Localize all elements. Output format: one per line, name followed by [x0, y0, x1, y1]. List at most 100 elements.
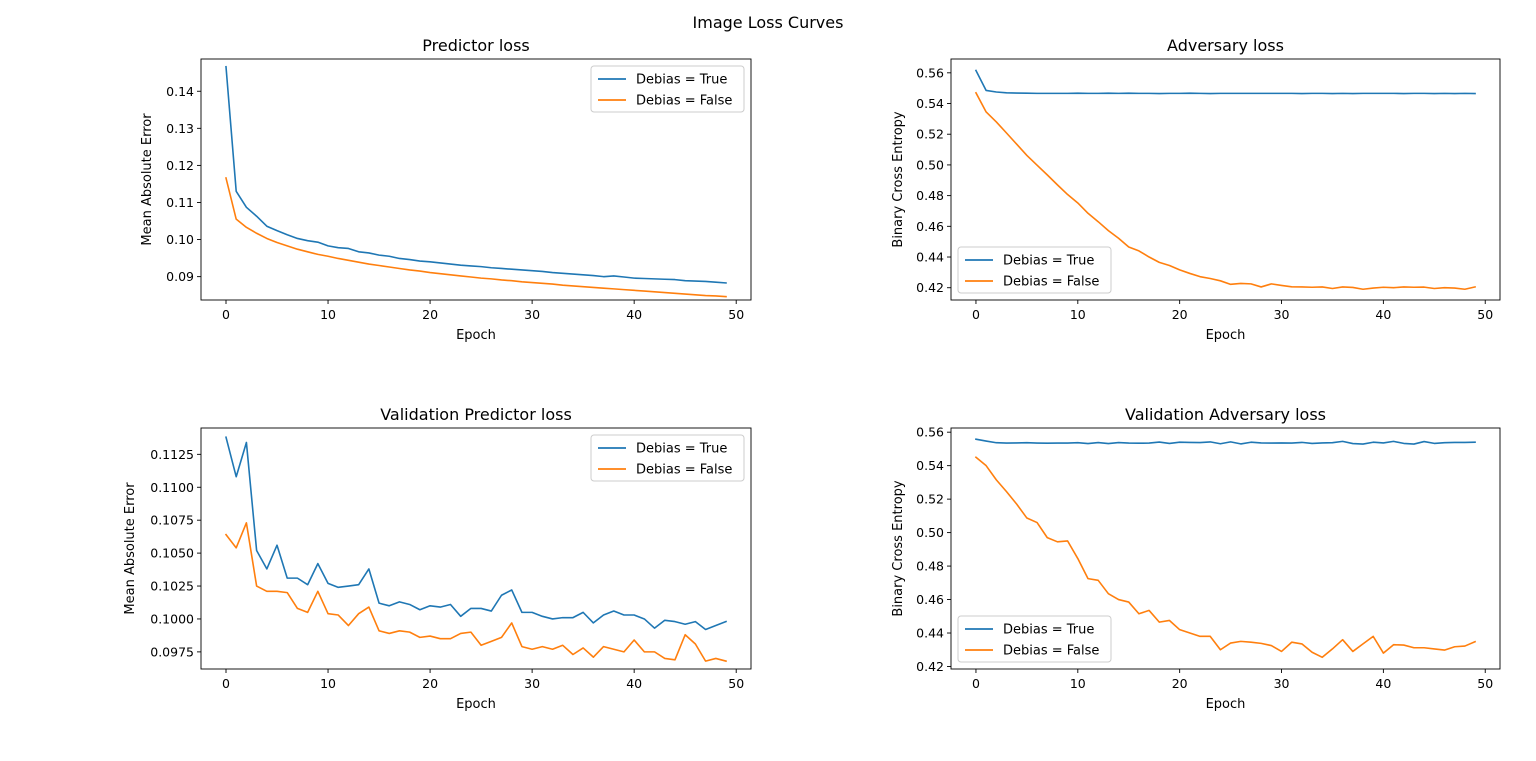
series-lines	[224, 436, 728, 663]
x-tick-label: 40	[626, 307, 642, 322]
y-tick-label: 0.1000	[150, 611, 194, 626]
axes-frame	[200, 427, 752, 670]
x-tick-label: 0	[972, 676, 980, 691]
y-tick-label: 0.56	[916, 65, 944, 80]
x-tick-label: 40	[1375, 676, 1391, 691]
x-tick-label: 30	[1274, 307, 1290, 322]
x-tick-label: 20	[1172, 307, 1188, 322]
legend-label: Debias = False	[1003, 644, 1099, 659]
subplot-title: Validation Adversary loss	[1125, 405, 1326, 424]
x-axis-title: Epoch	[1206, 697, 1246, 712]
series-line-debias-false	[224, 522, 727, 663]
x-tick-label: 50	[1477, 676, 1493, 691]
subplot-title: Validation Predictor loss	[380, 405, 572, 424]
x-tick-label: 40	[626, 676, 642, 691]
series-lines	[225, 65, 727, 298]
y-tick-label: 0.50	[916, 525, 944, 540]
legend-box	[957, 615, 1112, 663]
x-axis-title: Epoch	[456, 697, 496, 712]
series-lines	[974, 69, 1477, 291]
subplot-validation-adversary-loss: Validation Adversary loss 0 10 20 30 40 50 0.42…	[891, 405, 1501, 712]
legend-label: Debias = True	[636, 73, 727, 88]
series-line-debias-true	[225, 436, 728, 631]
x-tick-label: 10	[1070, 676, 1086, 691]
x-tick-label: 0	[972, 307, 980, 322]
subplot-predictor-loss: Predictor loss 0 10 20 30 40 50 0.09 0.10 0.11 0.1…	[140, 36, 752, 343]
legend-label: Debias = True	[1003, 254, 1094, 269]
subplots: Predictor loss 0 10 20 30 40 50 0.09 0.10 0.11 0.1…	[123, 36, 1501, 712]
legend-box	[957, 246, 1112, 294]
y-tick-label: 0.54	[916, 96, 944, 111]
y-tick-label: 0.44	[916, 250, 944, 265]
y-tick-label: 0.48	[916, 559, 944, 574]
x-tick-label: 40	[1375, 307, 1391, 322]
x-tick-label: 10	[1070, 307, 1086, 322]
y-tick-label: 0.14	[166, 84, 194, 99]
y-axis-title: Binary Cross Entropy	[891, 480, 906, 616]
y-axis-title: Binary Cross Entropy	[891, 111, 906, 247]
x-tick-label: 20	[1172, 676, 1188, 691]
legend-box	[590, 434, 745, 482]
y-tick-label: 0.1025	[150, 579, 194, 594]
legend-label: Debias = True	[1003, 623, 1094, 638]
y-tick-label: 0.11	[166, 195, 194, 210]
y-axis-title: Mean Absolute Error	[123, 482, 138, 615]
subplot-title: Predictor loss	[422, 36, 529, 55]
series-lines	[974, 438, 1477, 659]
x-tick-label: 10	[320, 307, 336, 322]
y-tick-label: 0.56	[916, 425, 944, 440]
legend-label: Debias = False	[1003, 275, 1099, 290]
x-tick-label: 50	[728, 307, 744, 322]
series-line-debias-false	[225, 177, 727, 298]
legend-label: Debias = False	[636, 463, 732, 478]
series-line-debias-false	[974, 456, 1477, 659]
legend-box	[590, 65, 745, 113]
y-tick-label: 0.48	[916, 188, 944, 203]
figure-suptitle: Image Loss Curves	[693, 13, 844, 32]
y-tick-label: 0.1100	[150, 480, 194, 495]
axes-frame	[200, 58, 752, 301]
y-tick-label: 0.42	[916, 659, 944, 674]
legend: Debias = True Debias = False	[590, 434, 745, 482]
x-tick-label: 20	[422, 676, 438, 691]
legend: Debias = True Debias = False	[957, 615, 1112, 663]
y-tick-label: 0.1125	[150, 447, 194, 462]
legend: Debias = True Debias = False	[590, 65, 745, 113]
y-tick-label: 0.13	[166, 121, 194, 136]
legend: Debias = True Debias = False	[957, 246, 1112, 294]
x-tick-label: 10	[320, 676, 336, 691]
x-axis-title: Epoch	[456, 328, 496, 343]
y-tick-label: 0.52	[916, 127, 944, 142]
x-tick-label: 50	[1477, 307, 1493, 322]
subplot-title: Adversary loss	[1167, 36, 1284, 55]
x-axis-title: Epoch	[1206, 328, 1246, 343]
axes-frame	[950, 58, 1501, 301]
x-tick-label: 0	[222, 676, 230, 691]
y-tick-label: 0.09	[166, 269, 194, 284]
y-tick-label: 0.0975	[150, 644, 194, 659]
x-tick-label: 30	[524, 676, 540, 691]
legend-label: Debias = False	[636, 94, 732, 109]
x-tick-label: 50	[728, 676, 744, 691]
series-line-debias-true	[225, 65, 727, 284]
y-tick-label: 0.50	[916, 157, 944, 172]
y-tick-label: 0.46	[916, 219, 944, 234]
y-tick-label: 0.42	[916, 280, 944, 295]
series-line-debias-true	[975, 438, 1476, 445]
subplot-validation-predictor-loss: Validation Predictor loss 0 10 20 30 40 50 0.09…	[123, 405, 752, 712]
legend-label: Debias = True	[636, 442, 727, 457]
x-tick-label: 20	[422, 307, 438, 322]
x-tick-label: 30	[524, 307, 540, 322]
y-tick-label: 0.10	[166, 232, 194, 247]
axes-frame	[950, 427, 1501, 670]
x-tick-label: 30	[1274, 676, 1290, 691]
y-tick-label: 0.12	[166, 158, 194, 173]
y-tick-label: 0.44	[916, 626, 944, 641]
subplot-adversary-loss: Adversary loss 0 10 20 30 40 50 0.42 0.44 0.46 0.4…	[891, 36, 1501, 343]
series-line-debias-true	[974, 69, 1476, 95]
y-axis-title: Mean Absolute Error	[140, 113, 155, 246]
x-tick-label: 0	[222, 307, 230, 322]
y-tick-label: 0.1075	[150, 513, 194, 528]
series-line-debias-false	[974, 91, 1477, 291]
